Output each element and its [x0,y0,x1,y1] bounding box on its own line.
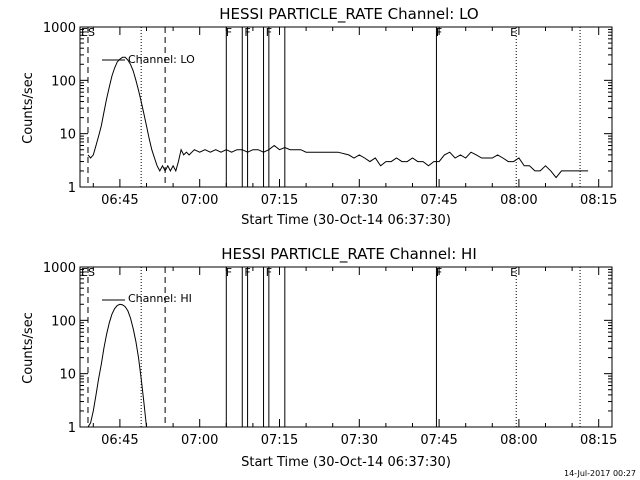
y-tick-label: 10 [59,368,76,383]
plot-frame [79,266,613,428]
print-timestamp: 14-Jul-2017 00:27 [564,469,636,478]
x-axis-label: Start Time (30-Oct-14 06:37:30) [241,455,451,470]
x-tick-label: 08:15 [580,433,617,448]
x-tick-label: 08:00 [500,433,537,448]
event-flag-label: F [436,26,442,39]
event-flag-label: F [266,26,272,39]
x-tick-label: 07:15 [261,433,298,448]
panel-title: HESSI PARTICLE_RATE Channel: LO [219,5,478,24]
y-tick-label: 100 [51,314,76,329]
y-tick-label: 100 [51,74,76,89]
y-tick-label: 10 [59,128,76,143]
event-flag-label: ES [81,26,95,39]
event-flag-label: F [244,266,250,279]
x-axis-label: Start Time (30-Oct-14 06:37:30) [241,213,451,228]
x-tick-label: 06:45 [101,433,138,448]
y-axis-label: Counts/sec [21,72,36,144]
x-tick-label: 07:15 [261,193,298,208]
y-tick-label: 1000 [43,21,76,36]
x-tick-label: 07:30 [341,193,378,208]
x-tick-label: 07:30 [341,433,378,448]
event-flag-label: F [436,266,442,279]
lo-channel-panel: HESSI PARTICLE_RATE Channel: LO Counts/s… [21,5,617,228]
x-tick-label: 07:00 [181,193,218,208]
x-tick-label: 08:15 [580,193,617,208]
y-tick-label: 1000 [43,261,76,276]
event-flag-label: F [244,26,250,39]
event-flag-label: F [266,266,272,279]
panel-title: HESSI PARTICLE_RATE Channel: HI [221,245,477,264]
x-tick-label: 06:45 [101,193,138,208]
plot-frame [79,26,613,188]
event-flag-label: ES [81,266,95,279]
x-tick-label: 07:45 [420,193,457,208]
x-tick-label: 07:45 [420,433,457,448]
hi-channel-panel: HESSI PARTICLE_RATE Channel: HI Counts/s… [21,245,617,470]
event-flag-label: F [226,266,232,279]
x-tick-label: 08:00 [500,193,537,208]
legend-label: Channel: HI [128,292,192,305]
event-flag-label: E [510,266,517,279]
event-flag-label: F [226,26,232,39]
y-tick-label: 1 [68,421,76,436]
y-axis-label: Counts/sec [21,312,36,384]
legend-label: Channel: LO [128,53,195,66]
event-flag-label: E [510,26,517,39]
x-tick-label: 07:00 [181,433,218,448]
count-rate-series [87,56,589,179]
count-rate-series [87,303,147,428]
y-tick-label: 1 [68,181,76,196]
